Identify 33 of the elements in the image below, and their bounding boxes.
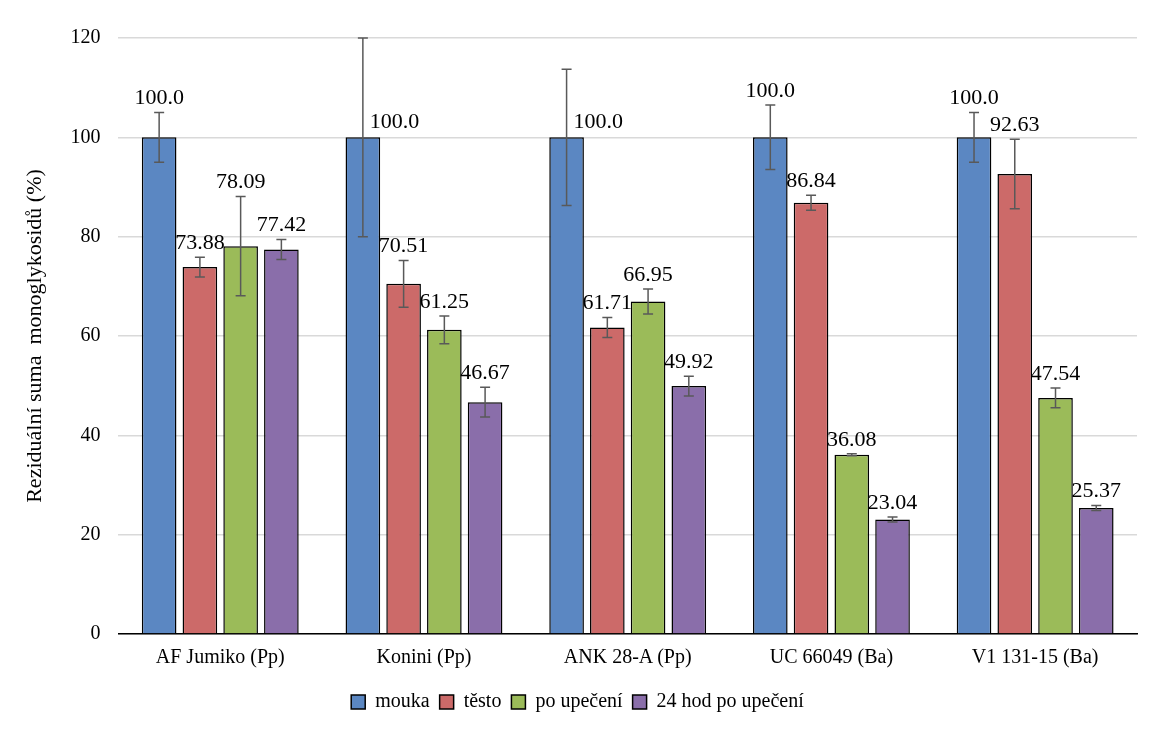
y-tick-label: 40 bbox=[80, 422, 101, 445]
x-tick-label: Konini (Pp) bbox=[376, 645, 472, 669]
y-tick-label: 0 bbox=[90, 621, 101, 644]
legend-label: těsto bbox=[463, 689, 502, 712]
x-tick-label: V1 131-15 (Ba) bbox=[971, 645, 1099, 669]
data-label: 100.0 bbox=[573, 108, 624, 134]
y-tick-label: 120 bbox=[70, 25, 101, 48]
data-label: 100.0 bbox=[949, 84, 999, 110]
data-label: 70.51 bbox=[378, 232, 429, 258]
legend-label: po upečení bbox=[535, 689, 624, 713]
data-label: 92.63 bbox=[990, 110, 1040, 136]
x-tick-label: UC 66049 (Ba) bbox=[769, 645, 894, 669]
y-tick-label: 100 bbox=[70, 124, 101, 147]
data-label: 86.84 bbox=[786, 167, 836, 193]
x-tick-label: AF Jumiko (Pp) bbox=[155, 645, 285, 669]
data-label: 36.08 bbox=[827, 425, 877, 451]
legend-label: mouka bbox=[375, 689, 430, 712]
data-label: 100.0 bbox=[134, 84, 184, 110]
data-label: 66.95 bbox=[623, 260, 673, 286]
data-label: 73.88 bbox=[175, 228, 225, 254]
data-label: 49.92 bbox=[664, 347, 714, 373]
data-label: 100.0 bbox=[745, 76, 796, 102]
y-tick-label: 60 bbox=[80, 323, 101, 346]
data-label: 47.54 bbox=[1030, 359, 1081, 385]
data-label: 100.0 bbox=[369, 108, 420, 134]
data-label: 23.04 bbox=[867, 488, 918, 514]
data-label: 77.42 bbox=[256, 211, 307, 237]
y-tick-label: 20 bbox=[80, 521, 101, 544]
data-label: 78.09 bbox=[215, 168, 266, 194]
x-tick-label: ANK 28-A (Pp) bbox=[563, 645, 692, 669]
y-tick-label: 80 bbox=[80, 223, 101, 246]
legend-label: 24 hod po upečení bbox=[656, 689, 805, 713]
y-axis-title: Reziduální suma monoglykosidů (%) bbox=[20, 169, 46, 503]
